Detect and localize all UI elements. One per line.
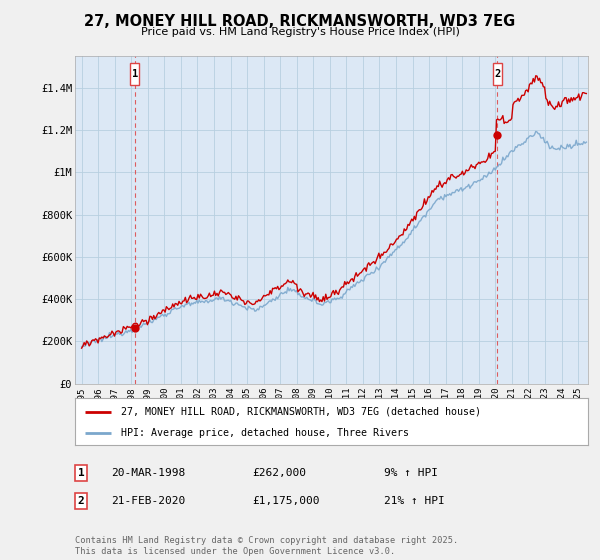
FancyBboxPatch shape bbox=[130, 63, 139, 86]
Text: Contains HM Land Registry data © Crown copyright and database right 2025.
This d: Contains HM Land Registry data © Crown c… bbox=[75, 536, 458, 556]
Text: 2: 2 bbox=[494, 69, 500, 79]
Text: Price paid vs. HM Land Registry's House Price Index (HPI): Price paid vs. HM Land Registry's House … bbox=[140, 27, 460, 37]
FancyBboxPatch shape bbox=[493, 63, 502, 86]
Text: HPI: Average price, detached house, Three Rivers: HPI: Average price, detached house, Thre… bbox=[121, 428, 409, 438]
Text: 21-FEB-2020: 21-FEB-2020 bbox=[111, 496, 185, 506]
Text: 20-MAR-1998: 20-MAR-1998 bbox=[111, 468, 185, 478]
Text: 9% ↑ HPI: 9% ↑ HPI bbox=[384, 468, 438, 478]
Text: £262,000: £262,000 bbox=[252, 468, 306, 478]
Text: 1: 1 bbox=[77, 468, 85, 478]
Text: £1,175,000: £1,175,000 bbox=[252, 496, 320, 506]
Text: 1: 1 bbox=[132, 69, 138, 79]
Text: 2: 2 bbox=[77, 496, 85, 506]
Text: 21% ↑ HPI: 21% ↑ HPI bbox=[384, 496, 445, 506]
Text: 27, MONEY HILL ROAD, RICKMANSWORTH, WD3 7EG: 27, MONEY HILL ROAD, RICKMANSWORTH, WD3 … bbox=[85, 14, 515, 29]
Text: 27, MONEY HILL ROAD, RICKMANSWORTH, WD3 7EG (detached house): 27, MONEY HILL ROAD, RICKMANSWORTH, WD3 … bbox=[121, 407, 481, 417]
